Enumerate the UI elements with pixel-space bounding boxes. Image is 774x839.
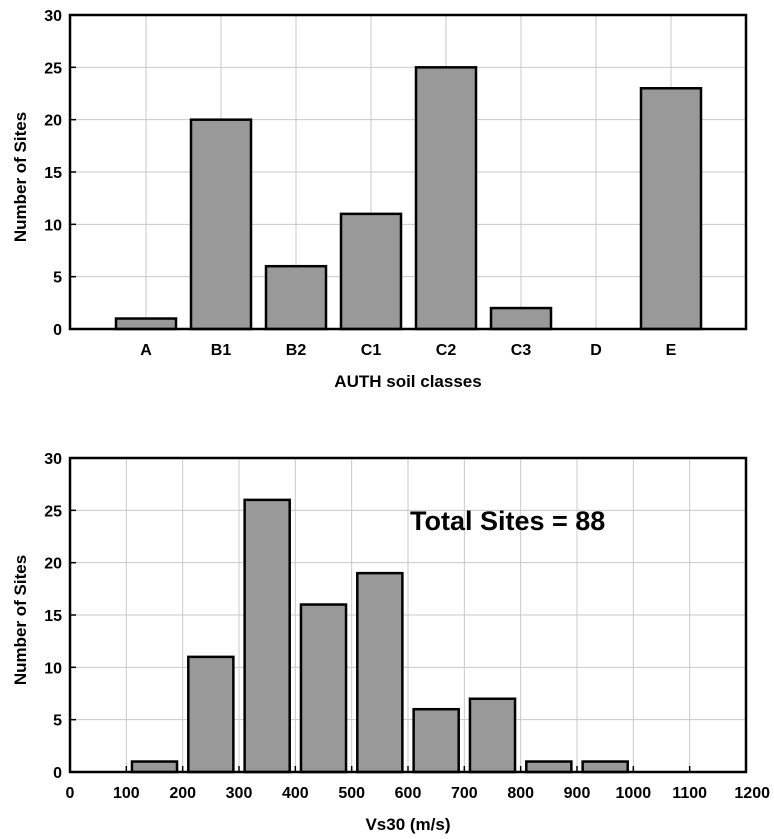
x-tick-labels: A B1 B2 C1 C2 C3 D E [140,342,676,359]
bars [114,66,703,331]
y-tick-labels: 0 5 10 15 20 25 30 [44,8,76,339]
y-tick-label: 15 [44,165,62,182]
bar [130,760,179,774]
x-tick-label: C3 [511,342,532,359]
y-tick-label: 30 [44,451,62,468]
x-tick-label: C2 [436,342,457,359]
bar [114,317,178,331]
y-tick-label: 0 [53,765,62,782]
y-tick-label: 0 [53,322,62,339]
y-tick-label: 25 [44,503,62,520]
x-tick-label: 1000 [616,785,652,802]
x-tick-label: A [140,342,152,359]
y-tick-label: 15 [44,608,62,625]
bars [130,498,629,774]
x-tick-label: D [590,342,602,359]
y-tick-labels: 0 5 10 15 20 25 30 [44,451,76,782]
y-tick-label: 5 [53,270,62,287]
x-tick-label: E [666,342,677,359]
x-tick-label: 700 [451,785,478,802]
x-tick-label: 900 [564,785,591,802]
bar [581,760,629,774]
soil-class-chart: 0 5 10 15 20 25 30 A B1 B2 C1 C2 C3 D E AUTH soil cla… [11,8,748,391]
x-tick-label: 1100 [672,785,707,802]
bar [299,603,348,774]
x-tick-label: 400 [282,785,309,802]
x-tick-label: 1200 [734,785,770,802]
bar [339,212,403,331]
y-tick-label: 30 [44,8,62,25]
x-tick-label: 200 [169,785,196,802]
x-tick-label: 100 [113,785,140,802]
grid [69,457,747,773]
x-tick-label: B2 [286,342,307,359]
x-tick-label: 0 [66,785,75,802]
y-tick-label: 5 [53,713,62,730]
bar [356,571,404,774]
y-tick-label: 10 [44,217,62,234]
bar [243,498,291,774]
bar [187,655,235,774]
x-tick-label: 600 [395,785,422,802]
y-tick-label: 25 [44,60,62,77]
x-tick-label: 500 [338,785,365,802]
bar [189,118,253,331]
total-sites-annotation: Total Sites = 88 [410,506,605,536]
x-axis-label: AUTH soil classes [334,372,481,391]
x-axis-label: Vs30 (m/s) [365,815,450,834]
y-tick-label: 10 [44,660,62,677]
bar [639,87,703,331]
vs30-histogram-chart: 0 5 10 15 20 25 30 0 100 200 300 400 500 600 700 800 90… [11,451,770,834]
bar [468,697,517,774]
bar [264,264,328,331]
x-tick-label: 300 [226,785,253,802]
bar [489,306,553,331]
y-axis-label: Number of Sites [11,555,30,685]
x-tick-label: B1 [211,342,232,359]
y-tick-label: 20 [44,113,62,130]
bar [414,66,478,331]
x-tick-label: C1 [361,342,382,359]
y-axis-label: Number of Sites [11,112,30,242]
x-tick-label: 800 [507,785,534,802]
y-tick-label: 20 [44,556,62,573]
bar [525,760,573,774]
x-tick-labels: 0 100 200 300 400 500 600 700 800 900 1000 1100 1200 [66,766,770,802]
bar [412,707,460,774]
